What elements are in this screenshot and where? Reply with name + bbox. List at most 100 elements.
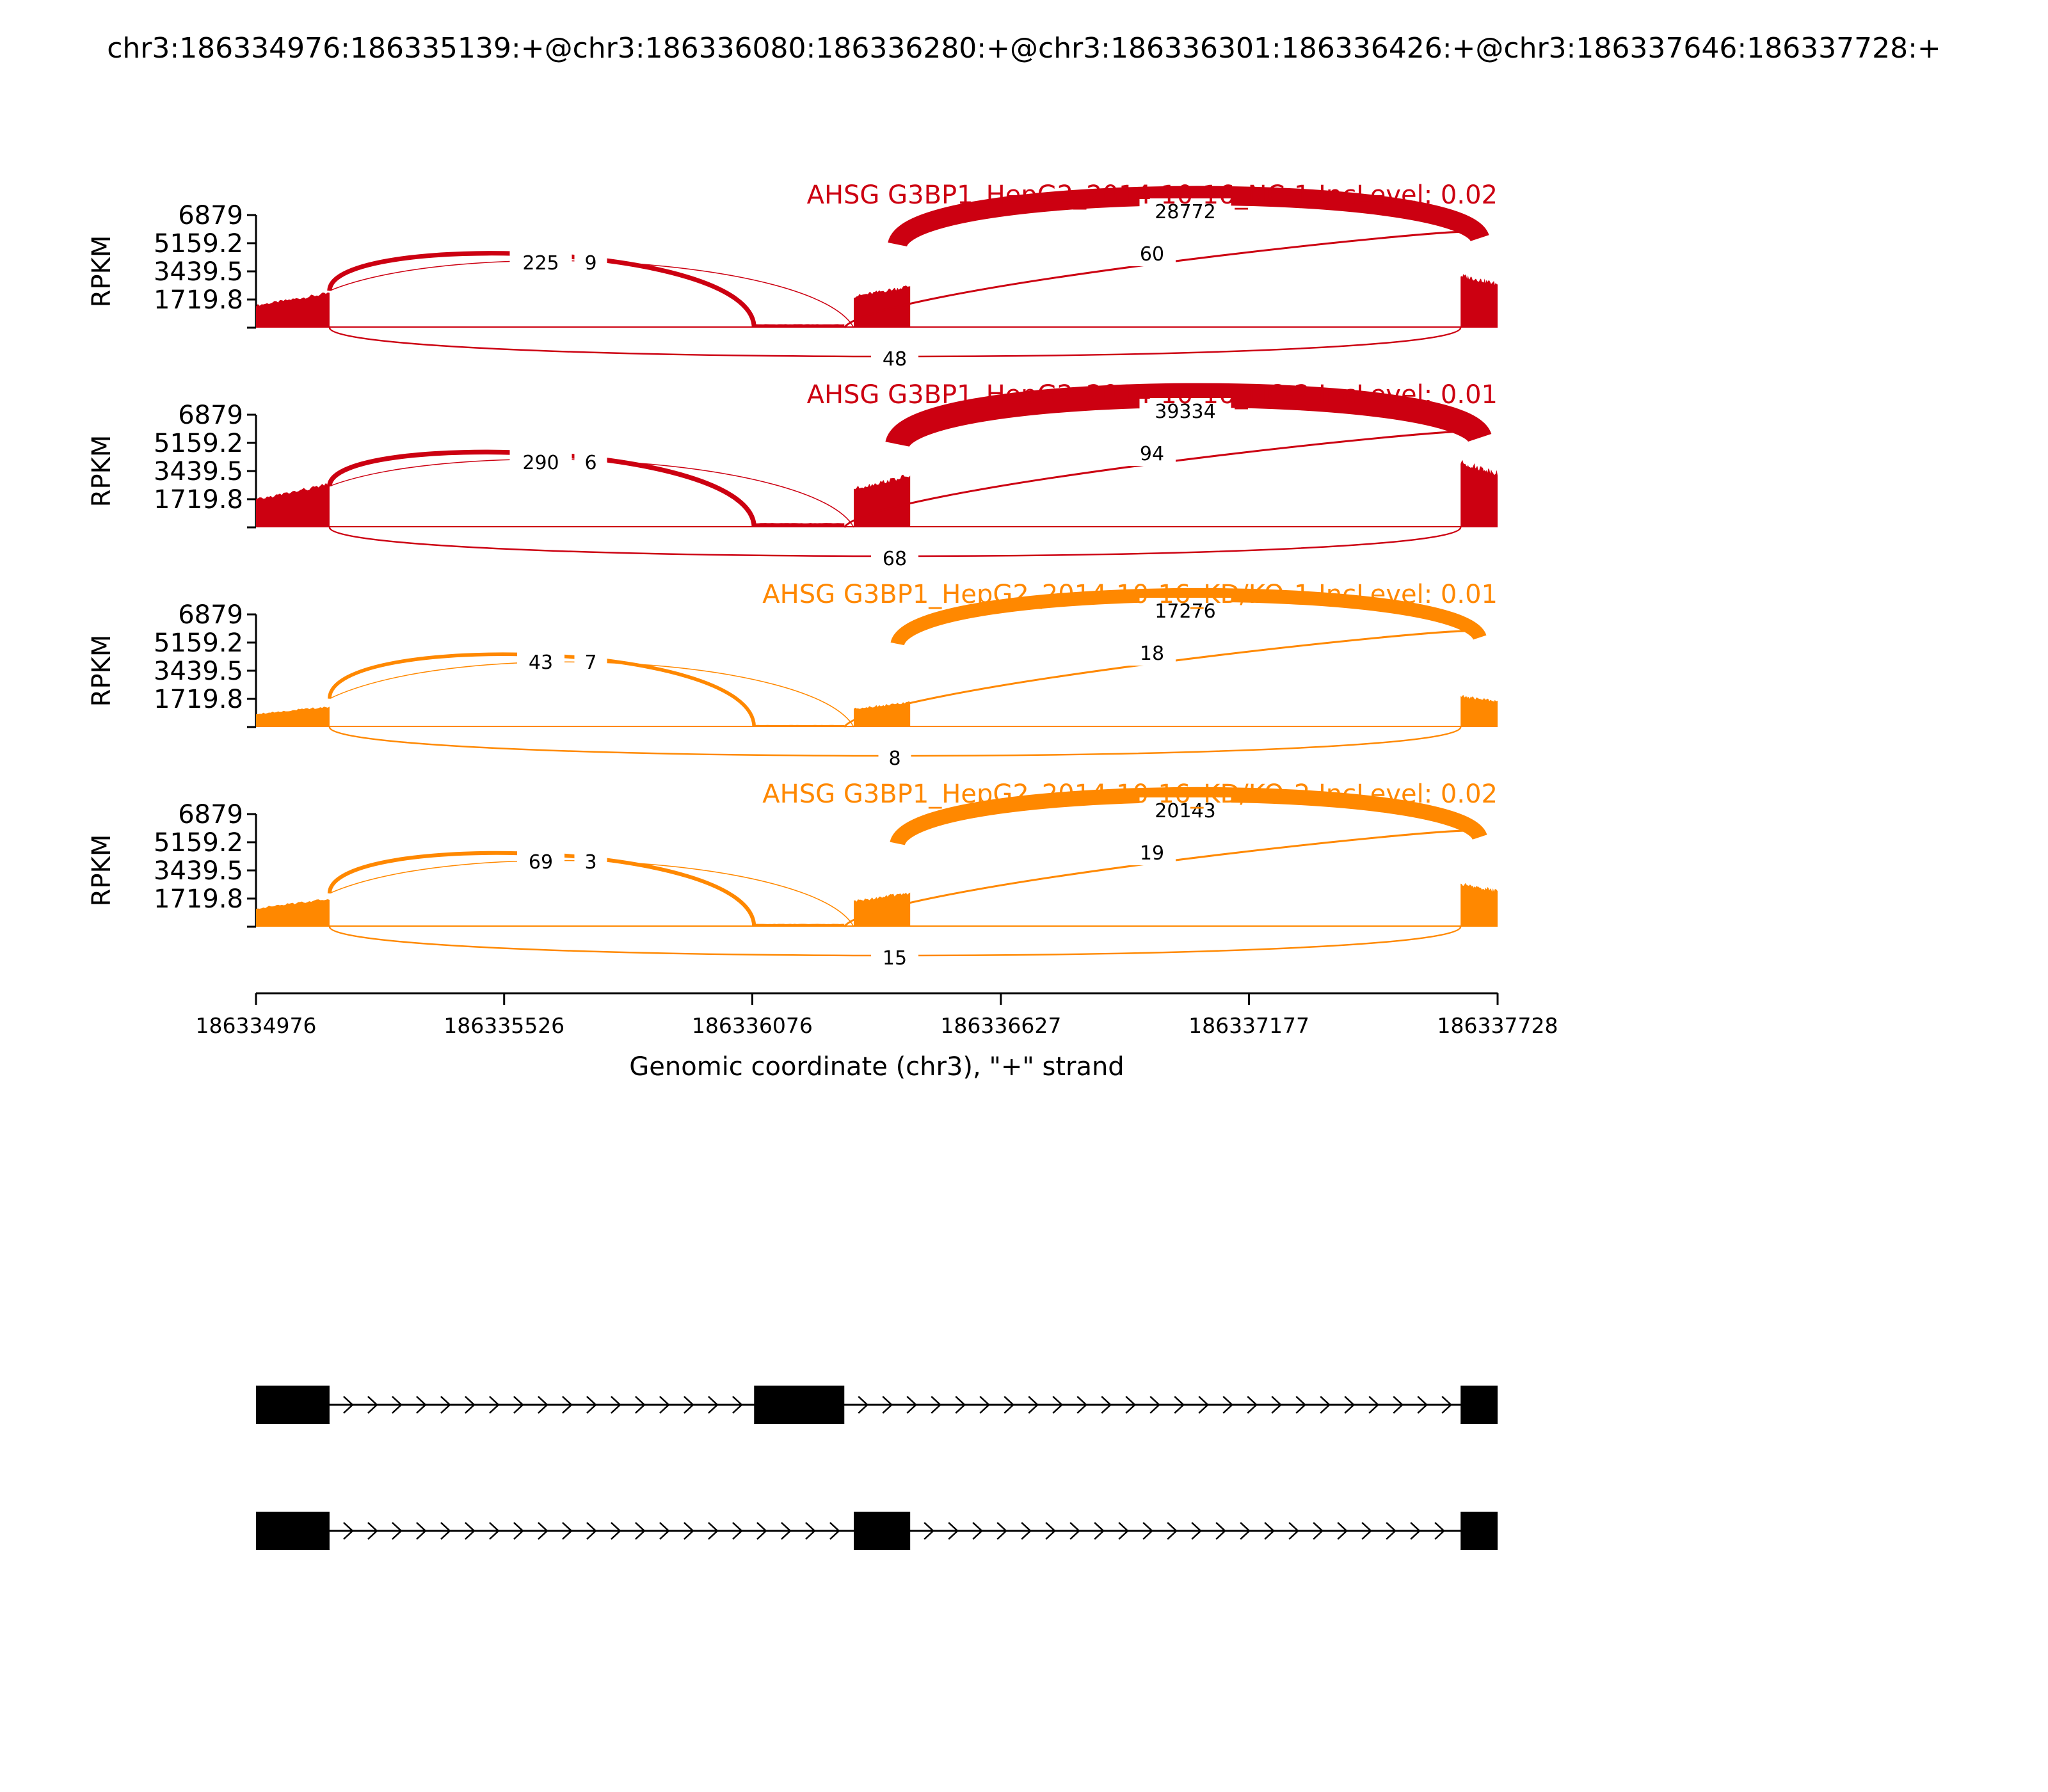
junction-label-e1-e2: 290 [522, 452, 559, 474]
junction-label-e2-e4-bg [1128, 241, 1176, 266]
strand-chevron [392, 1522, 403, 1540]
strand-chevron [611, 1396, 621, 1414]
junction-label-e3-e4: 39334 [1155, 401, 1215, 423]
strand-chevron [367, 1522, 378, 1540]
strand-chevron [1191, 1522, 1203, 1540]
y-axis-label: RPKM [87, 835, 116, 907]
junction-label-e2-e4: 60 [1140, 243, 1164, 266]
coverage-exon-4 [1460, 460, 1498, 527]
strand-chevron [635, 1396, 646, 1414]
junction-label-e1-e2-bg [509, 449, 572, 475]
junction-label-e1-e4: 48 [883, 348, 907, 371]
strand-chevron [858, 1396, 869, 1414]
strand-chevron [906, 1396, 918, 1414]
y-tick-label: 3439.5 [154, 856, 243, 886]
panel-title: AHSG G3BP1_HepG2_2014-10-16_KD/KO-1 IncL… [762, 580, 1498, 609]
strand-chevron [489, 1396, 500, 1414]
strand-chevron [972, 1522, 984, 1540]
junction-label-e1-e2: 69 [529, 851, 553, 874]
junction-label-e1-e4: 68 [883, 548, 907, 570]
strand-chevron [1295, 1396, 1307, 1414]
strand-chevron [732, 1522, 743, 1540]
strand-chevron [1118, 1522, 1130, 1540]
coverage-exon-3 [854, 285, 911, 328]
junction-arc-e3-e4 [890, 588, 1487, 647]
junction-label-e1-e2-bg [509, 250, 572, 275]
y-axis-label: RPKM [87, 635, 116, 707]
strand-chevron [440, 1522, 451, 1540]
coverage-exon-4 [1460, 695, 1498, 727]
strand-chevron [1320, 1396, 1331, 1414]
strand-chevron [684, 1396, 694, 1414]
strand-chevron [1288, 1522, 1300, 1540]
junction-label-e3-e4-bg [1139, 797, 1231, 823]
coverage-exon-1 [256, 707, 330, 727]
y-tick-label: 1719.8 [154, 685, 243, 714]
strand-chevron [392, 1396, 403, 1414]
junction-arc-e1-e3 [329, 260, 854, 328]
coverage-exon-1 [256, 483, 330, 527]
junction-arc-e1-e3 [329, 860, 854, 927]
y-tick-label: 5159.2 [154, 628, 243, 658]
junction-label-e1-e4-bg [871, 346, 918, 371]
strand-chevron [1240, 1522, 1251, 1540]
junction-label-e1-e3: 3 [584, 851, 596, 874]
strand-chevron [659, 1396, 670, 1414]
strand-chevron [1004, 1396, 1015, 1414]
y-tick-label: 6879 [178, 800, 243, 829]
junction-label-e1-e4-bg [871, 945, 918, 970]
strand-chevron [805, 1522, 816, 1540]
junction-label-e3-e4: 20143 [1155, 800, 1215, 822]
strand-chevron [1167, 1522, 1178, 1540]
strand-chevron [1313, 1522, 1324, 1540]
y-axis-label: RPKM [87, 236, 116, 308]
strand-chevron [562, 1396, 573, 1414]
junction-label-e3-e4: 28772 [1155, 201, 1215, 223]
isoform-exon-1 [256, 1386, 330, 1424]
strand-chevron [489, 1522, 500, 1540]
strand-chevron [513, 1396, 524, 1414]
strand-chevron [1215, 1522, 1227, 1540]
y-tick-label: 6879 [178, 401, 243, 430]
strand-chevron [924, 1522, 935, 1540]
y-tick-label: 3439.5 [154, 657, 243, 686]
strand-chevron [1417, 1396, 1428, 1414]
strand-chevron [562, 1522, 573, 1540]
junction-label-e2-e4: 19 [1140, 842, 1164, 865]
strand-chevron [1344, 1396, 1356, 1414]
y-tick-label: 1719.8 [154, 884, 243, 914]
coverage-exon-4 [1460, 883, 1498, 927]
strand-chevron [1361, 1522, 1373, 1540]
strand-chevron [1125, 1396, 1137, 1414]
isoform-exon-2 [854, 1512, 911, 1550]
strand-chevron [635, 1522, 646, 1540]
isoform-2 [256, 1512, 1498, 1550]
junction-label-e1-e3: 7 [584, 652, 596, 674]
x-tick-label: 186334976 [196, 1013, 317, 1038]
strand-chevron [1069, 1522, 1081, 1540]
strand-chevron [931, 1396, 942, 1414]
strand-chevron [979, 1396, 991, 1414]
isoform-1 [256, 1386, 1498, 1424]
strand-chevron [882, 1396, 893, 1414]
junction-arc-e3-e4 [890, 787, 1487, 847]
isoform-exon-3 [1460, 1512, 1498, 1550]
junction-label-e2-e4: 18 [1140, 643, 1164, 665]
strand-chevron [732, 1396, 743, 1414]
junction-label-e1-e2: 225 [522, 252, 559, 275]
y-tick-label: 1719.8 [154, 485, 243, 515]
coverage-exon-3 [854, 701, 911, 727]
strand-chevron [586, 1522, 597, 1540]
junction-label-e3-e4-bg [1139, 198, 1231, 224]
strand-chevron [1247, 1396, 1258, 1414]
strand-chevron [1028, 1396, 1039, 1414]
strand-chevron [1142, 1522, 1154, 1540]
junction-label-e1-e2-bg [517, 649, 564, 675]
junction-label-e1-e3: 6 [584, 452, 596, 474]
junction-label-e1-e3: 9 [584, 252, 596, 275]
junction-arc-e3-e4 [885, 383, 1492, 449]
strand-chevron [1198, 1396, 1210, 1414]
